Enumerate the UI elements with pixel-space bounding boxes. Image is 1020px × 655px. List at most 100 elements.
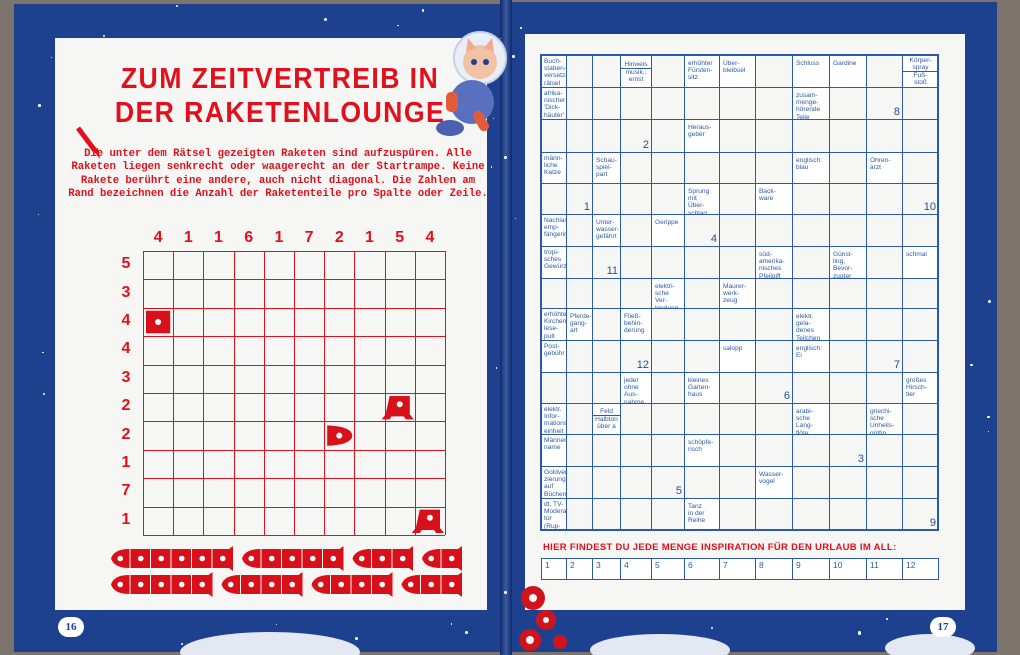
- answer-cell[interactable]: [792, 434, 830, 467]
- answer-cell[interactable]: [755, 87, 793, 120]
- solution-box[interactable]: 1: [541, 558, 567, 580]
- answer-cell[interactable]: [566, 87, 593, 120]
- puzzle-cell[interactable]: [416, 422, 445, 449]
- puzzle-cell[interactable]: [295, 451, 324, 478]
- answer-cell[interactable]: [566, 466, 593, 499]
- puzzle-cell[interactable]: [144, 280, 173, 307]
- puzzle-cell[interactable]: [235, 451, 264, 478]
- answer-cell[interactable]: [651, 498, 685, 531]
- answer-cell[interactable]: [566, 278, 593, 309]
- puzzle-cell[interactable]: [174, 422, 203, 449]
- puzzle-cell[interactable]: [265, 422, 294, 449]
- numbered-answer-cell[interactable]: 1: [566, 183, 593, 215]
- answer-cell[interactable]: [719, 119, 756, 153]
- answer-cell[interactable]: [651, 55, 685, 88]
- answer-cell[interactable]: [902, 119, 939, 153]
- answer-cell[interactable]: [755, 278, 793, 309]
- answer-cell[interactable]: [792, 498, 830, 531]
- puzzle-cell[interactable]: [355, 422, 384, 449]
- answer-cell[interactable]: [684, 340, 720, 373]
- puzzle-cell[interactable]: [325, 309, 354, 336]
- answer-cell[interactable]: [792, 372, 830, 404]
- answer-cell[interactable]: [902, 214, 939, 247]
- solution-box[interactable]: 9: [792, 558, 830, 580]
- answer-cell[interactable]: [541, 278, 567, 309]
- puzzle-cell[interactable]: [295, 479, 324, 506]
- answer-cell[interactable]: [902, 403, 939, 435]
- answer-cell[interactable]: [829, 403, 867, 435]
- puzzle-cell[interactable]: [235, 337, 264, 364]
- answer-cell[interactable]: [566, 340, 593, 373]
- answer-cell[interactable]: [719, 246, 756, 279]
- answer-cell[interactable]: [755, 403, 793, 435]
- solution-box[interactable]: 11: [866, 558, 903, 580]
- puzzle-cell[interactable]: [235, 422, 264, 449]
- puzzle-cell[interactable]: [144, 479, 173, 506]
- puzzle-cell[interactable]: [235, 394, 264, 421]
- answer-cell[interactable]: [866, 466, 903, 499]
- puzzle-cell[interactable]: [355, 309, 384, 336]
- puzzle-cell[interactable]: [265, 252, 294, 279]
- answer-cell[interactable]: [566, 152, 593, 184]
- puzzle-cell[interactable]: [386, 309, 415, 336]
- puzzle-cell[interactable]: [204, 366, 233, 393]
- answer-cell[interactable]: [719, 183, 756, 215]
- numbered-answer-cell[interactable]: 9: [902, 498, 939, 531]
- answer-cell[interactable]: [866, 434, 903, 467]
- puzzle-cell[interactable]: [144, 252, 173, 279]
- answer-cell[interactable]: [651, 403, 685, 435]
- answer-cell[interactable]: [755, 119, 793, 153]
- answer-cell[interactable]: [719, 403, 756, 435]
- puzzle-cell[interactable]: [144, 422, 173, 449]
- puzzle-cell[interactable]: [325, 451, 354, 478]
- puzzle-cell[interactable]: [204, 309, 233, 336]
- answer-cell[interactable]: [651, 434, 685, 467]
- puzzle-cell[interactable]: [144, 309, 173, 336]
- puzzle-cell[interactable]: [265, 337, 294, 364]
- answer-cell[interactable]: [592, 308, 621, 341]
- answer-cell[interactable]: [719, 466, 756, 499]
- puzzle-cell[interactable]: [204, 337, 233, 364]
- puzzle-cell[interactable]: [204, 394, 233, 421]
- answer-cell[interactable]: [866, 498, 903, 531]
- answer-cell[interactable]: [755, 55, 793, 88]
- answer-cell[interactable]: [902, 308, 939, 341]
- answer-cell[interactable]: [651, 308, 685, 341]
- answer-cell[interactable]: [566, 403, 593, 435]
- answer-cell[interactable]: [829, 87, 867, 120]
- answer-cell[interactable]: [651, 152, 685, 184]
- answer-cell[interactable]: [651, 119, 685, 153]
- answer-cell[interactable]: [592, 55, 621, 88]
- numbered-answer-cell[interactable]: 11: [592, 246, 621, 279]
- puzzle-cell[interactable]: [355, 337, 384, 364]
- puzzle-cell[interactable]: [386, 422, 415, 449]
- answer-cell[interactable]: [866, 308, 903, 341]
- answer-cell[interactable]: [566, 434, 593, 467]
- puzzle-cell[interactable]: [174, 508, 203, 535]
- answer-cell[interactable]: [902, 152, 939, 184]
- puzzle-cell[interactable]: [386, 252, 415, 279]
- answer-cell[interactable]: [651, 372, 685, 404]
- answer-cell[interactable]: [620, 152, 652, 184]
- answer-cell[interactable]: [866, 246, 903, 279]
- numbered-answer-cell[interactable]: 5: [651, 466, 685, 499]
- puzzle-cell[interactable]: [416, 508, 445, 535]
- puzzle-cell[interactable]: [325, 252, 354, 279]
- puzzle-cell[interactable]: [235, 252, 264, 279]
- solution-box[interactable]: 7: [719, 558, 756, 580]
- answer-cell[interactable]: [651, 340, 685, 373]
- puzzle-cell[interactable]: [295, 280, 324, 307]
- answer-cell[interactable]: [792, 466, 830, 499]
- puzzle-cell[interactable]: [295, 366, 324, 393]
- puzzle-cell[interactable]: [235, 309, 264, 336]
- answer-cell[interactable]: [792, 278, 830, 309]
- puzzle-cell[interactable]: [265, 280, 294, 307]
- puzzle-cell[interactable]: [325, 394, 354, 421]
- answer-cell[interactable]: [684, 308, 720, 341]
- answer-cell[interactable]: [620, 183, 652, 215]
- puzzle-cell[interactable]: [386, 394, 415, 421]
- puzzle-cell[interactable]: [416, 337, 445, 364]
- puzzle-cell[interactable]: [386, 280, 415, 307]
- numbered-answer-cell[interactable]: 7: [866, 340, 903, 373]
- puzzle-cell[interactable]: [325, 508, 354, 535]
